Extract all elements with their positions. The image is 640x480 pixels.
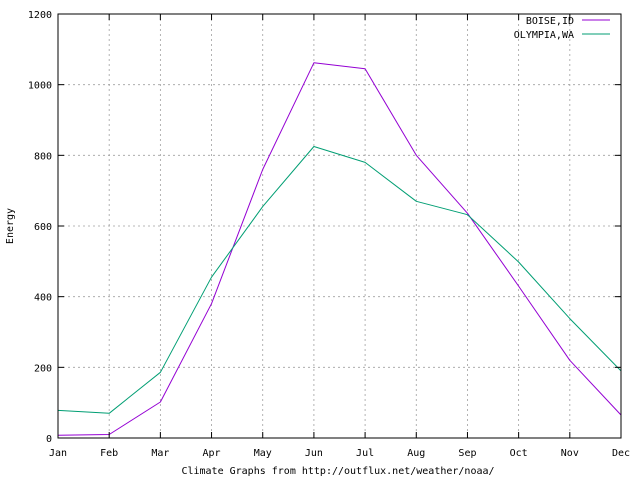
- y-tick-label: 200: [34, 363, 52, 374]
- y-tick-label: 600: [34, 222, 52, 233]
- y-tick-label: 1200: [28, 10, 52, 21]
- x-tick-label: Oct: [510, 448, 528, 459]
- legend: BOISE,ID OLYMPIA,WA: [514, 16, 610, 41]
- x-tick-label: Feb: [100, 448, 118, 459]
- x-tick-label: Jul: [356, 448, 374, 459]
- series-line-2: [57, 146, 622, 414]
- legend-label: BOISE,ID: [526, 16, 574, 27]
- x-tick-label: Dec: [612, 448, 630, 459]
- x-tick-label: Sep: [458, 448, 476, 459]
- series-line-1: [57, 62, 622, 436]
- x-tick-label: Aug: [407, 448, 425, 459]
- y-tick-label: 800: [34, 151, 52, 162]
- grid-lines: [58, 14, 621, 438]
- y-tick-labels: 0 200 400 600 800 1000 1200: [28, 10, 52, 445]
- x-tick-label: May: [254, 448, 272, 459]
- x-tick-label: Apr: [203, 448, 221, 459]
- y-tick-label: 1000: [28, 81, 52, 92]
- x-tick-label: Jun: [305, 448, 323, 459]
- y-tick-label: 400: [34, 293, 52, 304]
- y-axis-label: Energy: [5, 208, 16, 244]
- axis-ticks: [57, 13, 622, 439]
- x-tick-label: Jan: [49, 448, 67, 459]
- x-tick-labels: Jan Feb Mar Apr May Jun Jul Aug Sep Oct Nov Dec: [49, 448, 630, 459]
- x-tick-label: Mar: [151, 448, 169, 459]
- x-axis-label: Climate Graphs from http://outflux.net/w…: [181, 466, 494, 477]
- x-tick-label: Nov: [561, 448, 579, 459]
- y-tick-label: 0: [46, 434, 52, 445]
- legend-label: OLYMPIA,WA: [514, 30, 574, 41]
- series-layer: [57, 62, 622, 436]
